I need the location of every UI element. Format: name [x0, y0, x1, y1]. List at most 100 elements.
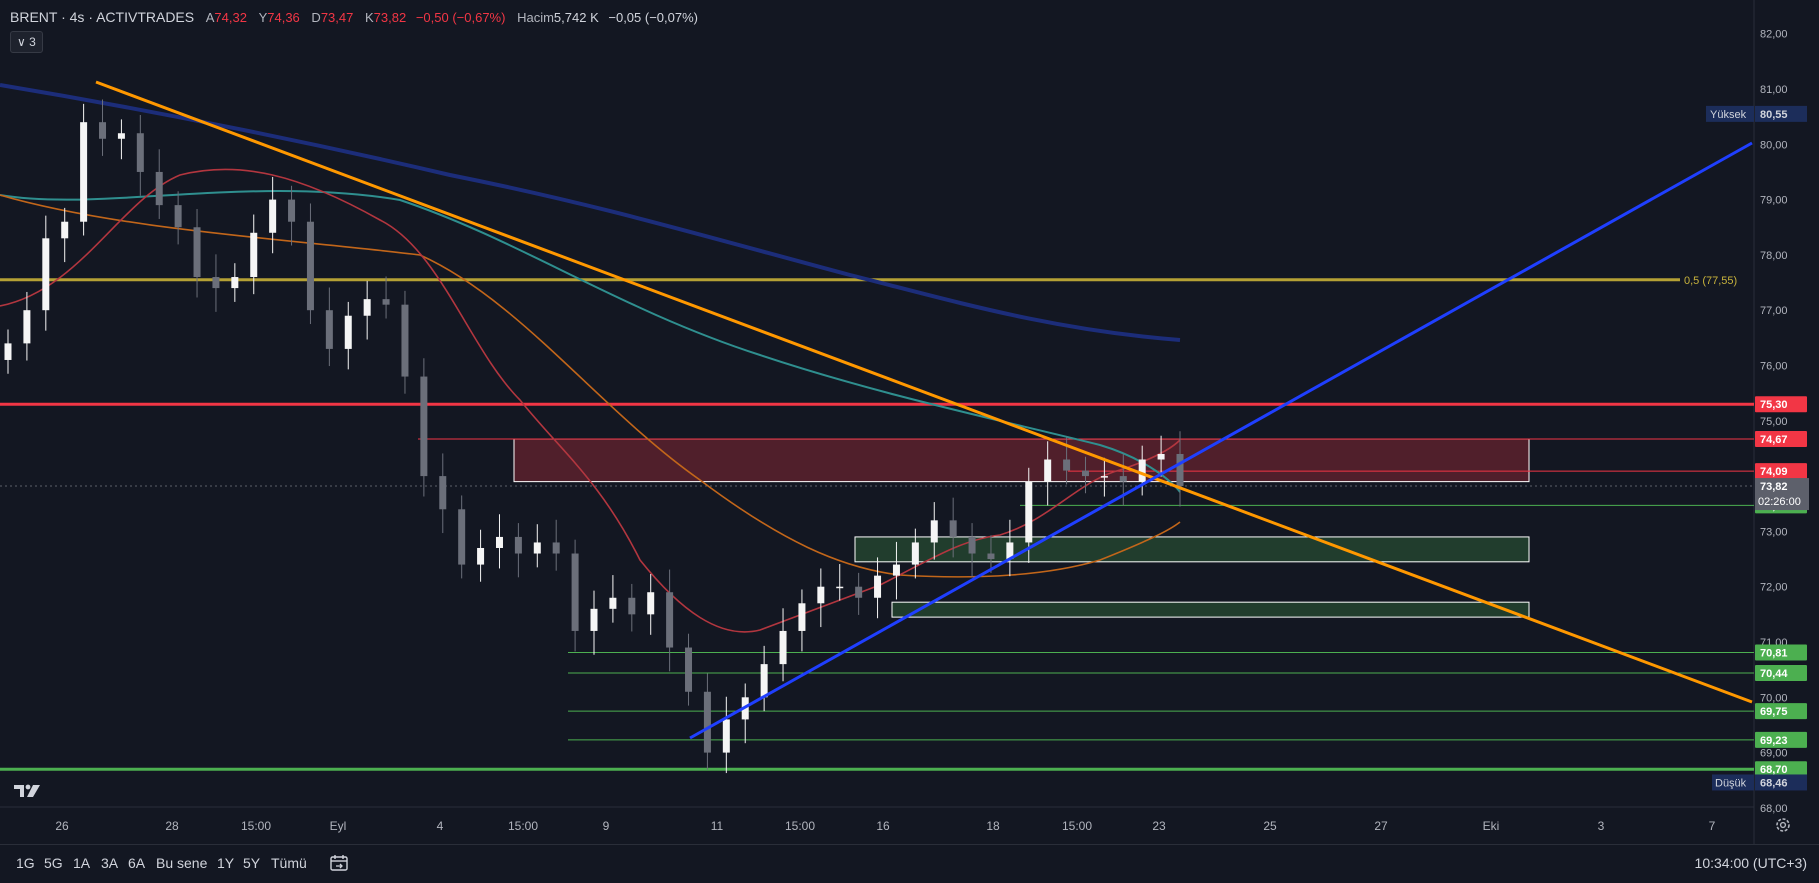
candle-body[interactable] [325, 310, 333, 349]
candle-body[interactable] [514, 536, 522, 554]
price-chart[interactable]: 82,00 81,00 80,00 79,00 78,00 77,00 76,00 75,00… [0, 0, 1819, 844]
price-tick-label: 68,00 [1760, 803, 1788, 815]
candle-body[interactable] [99, 122, 107, 139]
downtrend-line[interactable] [95, 80, 1753, 704]
candle-body[interactable] [949, 520, 957, 537]
range-button-bu-sene[interactable]: Bu sene [156, 855, 208, 871]
candle-body[interactable] [647, 592, 655, 615]
range-button-6a[interactable]: 6A [128, 855, 146, 871]
candle-body[interactable] [628, 597, 636, 615]
candle-body[interactable] [987, 553, 995, 560]
support-zone-lower[interactable] [891, 601, 1530, 618]
range-button-1a[interactable]: 1A [73, 855, 91, 871]
candle-body[interactable] [306, 221, 314, 311]
symbol-title[interactable]: BRENT · 4s · ACTIVTRADES [10, 9, 195, 25]
candle-body[interactable] [552, 542, 560, 554]
candle-body[interactable] [117, 133, 125, 139]
candle-body[interactable] [1025, 481, 1033, 543]
candle-body[interactable] [382, 299, 390, 305]
candle-body[interactable] [439, 476, 447, 510]
candle-body[interactable] [458, 509, 466, 565]
candle-body[interactable] [1081, 470, 1089, 477]
candle-body[interactable] [155, 171, 163, 206]
candle-body[interactable] [836, 586, 844, 589]
candle-body[interactable] [1176, 453, 1184, 487]
candle-body[interactable] [477, 547, 485, 565]
range-button-5y[interactable]: 5Y [243, 855, 261, 871]
candle-body[interactable] [269, 199, 277, 233]
candle-body[interactable] [590, 608, 598, 631]
date-range-icon[interactable] [328, 852, 350, 874]
range-button-5g[interactable]: 5G [44, 855, 63, 871]
ma-slow-line[interactable] [0, 190, 1181, 493]
price-tick-label: 79,00 [1760, 195, 1788, 207]
timezone-clock[interactable]: 10:34:00 (UTC+3) [1694, 855, 1807, 871]
high-label-bg [1706, 105, 1754, 122]
candle-body[interactable] [722, 719, 730, 753]
volume-label: Hacim [517, 10, 554, 25]
candle-body[interactable] [968, 536, 976, 554]
tradingview-logo-icon[interactable] [14, 783, 44, 799]
candle-body[interactable] [571, 553, 579, 631]
candle-body[interactable] [1138, 459, 1146, 482]
candle-body[interactable] [1157, 453, 1165, 460]
candle-body[interactable] [80, 122, 88, 222]
price-level-label-bg [1755, 761, 1807, 778]
candle-body[interactable] [1119, 476, 1127, 482]
support-zone-upper[interactable] [854, 536, 1530, 563]
candle-body[interactable] [23, 310, 31, 344]
candle-body[interactable] [609, 597, 617, 609]
candle-body[interactable] [779, 630, 787, 665]
candle-body[interactable] [193, 227, 201, 278]
candle-body[interactable] [1006, 542, 1014, 560]
candle-body[interactable] [1100, 476, 1108, 478]
candle-body[interactable] [363, 299, 371, 316]
candle-body[interactable] [288, 199, 296, 222]
volume-change: −0,05 (−0,07%) [608, 10, 698, 25]
candle-body[interactable] [892, 564, 900, 576]
range-button-3a[interactable]: 3A [101, 855, 119, 871]
candle-body[interactable] [666, 592, 674, 648]
candle-body[interactable] [42, 238, 50, 311]
candle-body[interactable] [760, 664, 768, 698]
candle-body[interactable] [533, 542, 541, 554]
indicator-toggle-button[interactable]: ∨ 3 [10, 31, 43, 53]
bottom-toolbar: 1G 5G 1A 3A 6A Bu sene 1Y 5Y Tümü 10:34:… [0, 844, 1819, 883]
current-price-bg [1755, 478, 1809, 511]
ma-200-line[interactable] [0, 83, 1181, 342]
candle-body[interactable] [1044, 459, 1052, 482]
time-tick-label: 23 [1152, 819, 1166, 833]
candle-body[interactable] [212, 277, 220, 289]
candle-body[interactable] [136, 133, 144, 172]
candle-body[interactable] [911, 542, 919, 565]
candle-body[interactable] [250, 232, 258, 278]
change-value: −0,50 (−0,67%) [415, 10, 506, 25]
candle-body[interactable] [855, 586, 863, 598]
candle-body[interactable] [420, 376, 428, 477]
candle-body[interactable] [231, 277, 239, 289]
candle-body[interactable] [401, 304, 409, 377]
ma-fast-line[interactable] [0, 168, 1181, 633]
candle-body[interactable] [874, 575, 882, 598]
candle-body[interactable] [930, 520, 938, 543]
candle-body[interactable] [174, 205, 182, 228]
symbol-legend: BRENT · 4s · ACTIVTRADES A74,32 Y74,36 D… [10, 9, 698, 25]
range-button-1y[interactable]: 1Y [217, 855, 235, 871]
uptrend-line[interactable] [689, 141, 1753, 740]
resistance-zone[interactable] [513, 438, 1530, 483]
candle-body[interactable] [4, 343, 12, 360]
candle-body[interactable] [495, 536, 503, 548]
range-button-tumu[interactable]: Tümü [271, 855, 307, 871]
ma-mid-line[interactable] [0, 194, 1181, 578]
candle-body[interactable] [685, 647, 693, 692]
candle-body[interactable] [817, 586, 825, 604]
candle-body[interactable] [61, 221, 69, 239]
candle-body[interactable] [344, 315, 352, 349]
candle-body[interactable] [703, 691, 711, 753]
candle-body[interactable] [1063, 459, 1071, 471]
price-level-label-bg [1755, 431, 1807, 448]
candle-body[interactable] [798, 603, 806, 631]
range-button-1g[interactable]: 1G [16, 855, 35, 871]
gear-icon[interactable] [1774, 816, 1792, 834]
